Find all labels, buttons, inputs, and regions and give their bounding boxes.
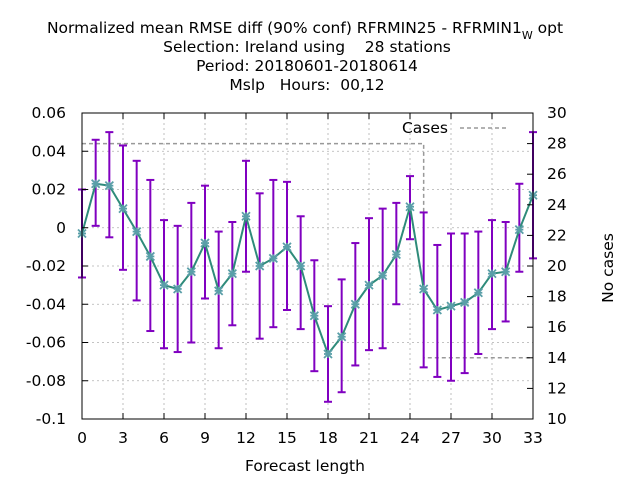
data-point <box>432 305 442 315</box>
y2-tick-label: 30 <box>547 104 567 122</box>
data-point <box>460 297 470 307</box>
title-line-4: Mslp Hours: 00,12 <box>229 76 384 94</box>
x-tick-label: 18 <box>318 429 338 447</box>
y-tick-label: -0.02 <box>26 257 66 275</box>
grid-lines <box>82 113 533 419</box>
cases-series <box>82 142 533 359</box>
data-point <box>200 238 210 248</box>
y-tick-label: -0.1 <box>36 410 66 428</box>
x-tick-label: 30 <box>482 429 502 447</box>
x-tick-label: 27 <box>441 429 461 447</box>
y-tick-label: 0.06 <box>31 104 66 122</box>
rmse-line <box>81 182 534 357</box>
y2-tick-label: 14 <box>547 349 567 367</box>
y-tick-label: 0.04 <box>31 142 66 160</box>
data-point <box>214 286 224 296</box>
data-point <box>405 202 415 212</box>
y-tick-label: 0 <box>56 219 66 237</box>
data-point <box>159 280 169 290</box>
error-bar <box>269 178 278 329</box>
y2-tick-label: 10 <box>547 410 567 428</box>
x-tick-label: 3 <box>118 429 128 447</box>
data-point <box>514 225 524 235</box>
data-point <box>323 349 333 359</box>
x-tick-label: 9 <box>200 429 210 447</box>
data-point <box>378 270 388 281</box>
title-line-3: Period: 20180601-20180614 <box>196 57 418 75</box>
error-bars <box>78 131 537 403</box>
data-point <box>173 284 183 294</box>
y2-tick-label: 12 <box>547 379 567 397</box>
rmse-series <box>77 179 538 359</box>
data-point <box>350 299 360 309</box>
y2-tick-label: 26 <box>547 165 567 183</box>
legend: Cases <box>402 119 506 137</box>
data-point <box>227 269 237 279</box>
legend-label: Cases <box>402 119 448 137</box>
data-point <box>473 288 483 298</box>
data-point <box>309 311 319 321</box>
y-tick-label: -0.08 <box>26 372 66 390</box>
y2-tick-label: 18 <box>547 288 567 306</box>
y2-tick-label: 24 <box>547 196 567 214</box>
cases-line <box>82 142 533 359</box>
y2-axis-label: No cases <box>599 233 617 303</box>
x-axis-label: Forecast length <box>245 457 365 475</box>
data-point <box>91 179 101 189</box>
y2-tick-label: 22 <box>547 226 567 244</box>
error-bar <box>296 215 305 331</box>
data-point <box>104 181 114 191</box>
y2-tick-label: 20 <box>547 257 567 275</box>
title-line-2: Selection: Ireland using 28 stations <box>163 38 451 56</box>
data-point <box>145 251 155 262</box>
x-tick-label: 15 <box>277 429 297 447</box>
data-point <box>282 242 292 252</box>
x-tick-label: 12 <box>236 429 256 447</box>
data-point <box>268 253 278 263</box>
x-tick-label: 0 <box>77 429 87 447</box>
data-point <box>501 267 511 277</box>
x-tick-label: 24 <box>400 429 420 447</box>
y2-tick-label: 28 <box>547 135 567 153</box>
x-tick-label: 6 <box>159 429 169 447</box>
title-line-1: Normalized mean RMSE diff (90% conf) RFR… <box>47 19 563 42</box>
data-point <box>487 269 497 279</box>
data-point <box>186 267 196 277</box>
x-tick-label: 21 <box>359 429 379 447</box>
data-point <box>255 261 265 271</box>
data-point <box>296 261 306 271</box>
y-tick-label: -0.06 <box>26 334 66 352</box>
data-point <box>419 284 429 294</box>
y-tick-label: -0.04 <box>26 295 66 313</box>
y2-tick-label: 16 <box>547 318 567 336</box>
data-point <box>118 203 128 214</box>
data-point <box>132 226 142 237</box>
y-tick-label: 0.02 <box>31 181 66 199</box>
x-tick-label: 33 <box>523 429 543 447</box>
data-point <box>391 249 401 260</box>
data-point <box>446 301 456 311</box>
axes: 0 3 6 9 12 15 18 21 24 27 30 33 -0.1 -0.08 -0.06 -0.04 -… <box>26 104 567 447</box>
data-point <box>364 280 374 290</box>
chart-title: Normalized mean RMSE diff (90% conf) RFR… <box>47 19 563 94</box>
data-point <box>241 211 251 221</box>
data-point <box>337 332 347 342</box>
